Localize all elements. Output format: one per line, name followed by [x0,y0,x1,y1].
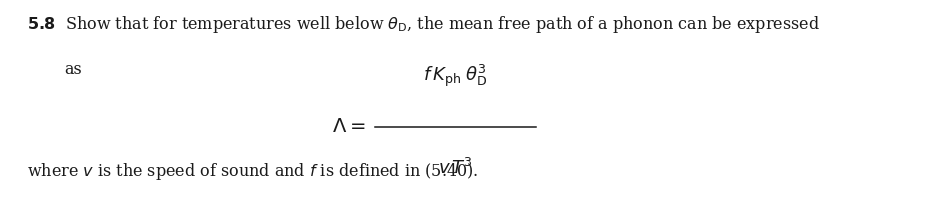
Text: $f\,K_{\mathrm{ph}}\;\theta_{\mathrm{D}}^{3}$: $f\,K_{\mathrm{ph}}\;\theta_{\mathrm{D}}… [423,63,488,89]
Text: where $v$ is the speed of sound and $f$ is defined in (5.40).: where $v$ is the speed of sound and $f$ … [27,161,478,182]
Text: $v\,T^{3}$: $v\,T^{3}$ [438,158,473,178]
Text: $\mathbf{5.8}$  Show that for temperatures well below $\theta_\mathrm{D}$, the m: $\mathbf{5.8}$ Show that for temperature… [27,14,820,35]
Text: as: as [65,61,83,78]
Text: $\Lambda =$: $\Lambda =$ [332,118,365,136]
